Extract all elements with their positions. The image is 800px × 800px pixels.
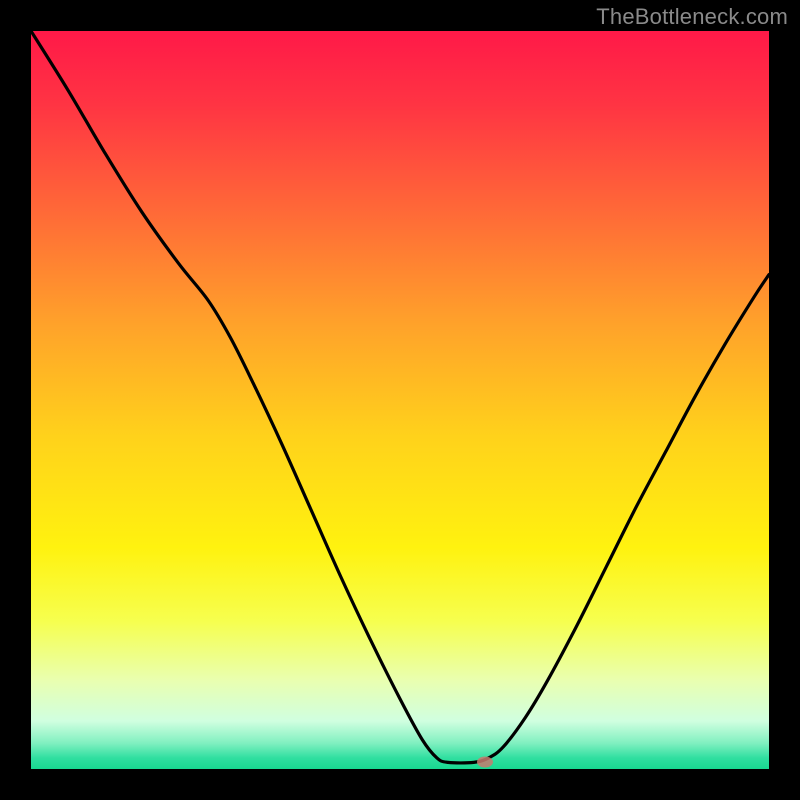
plot-area bbox=[31, 31, 769, 769]
curve-path bbox=[31, 31, 769, 763]
optimum-marker bbox=[477, 757, 493, 768]
bottleneck-curve bbox=[31, 31, 769, 769]
chart-frame: TheBottleneck.com bbox=[0, 0, 800, 800]
watermark-text: TheBottleneck.com bbox=[596, 4, 788, 30]
